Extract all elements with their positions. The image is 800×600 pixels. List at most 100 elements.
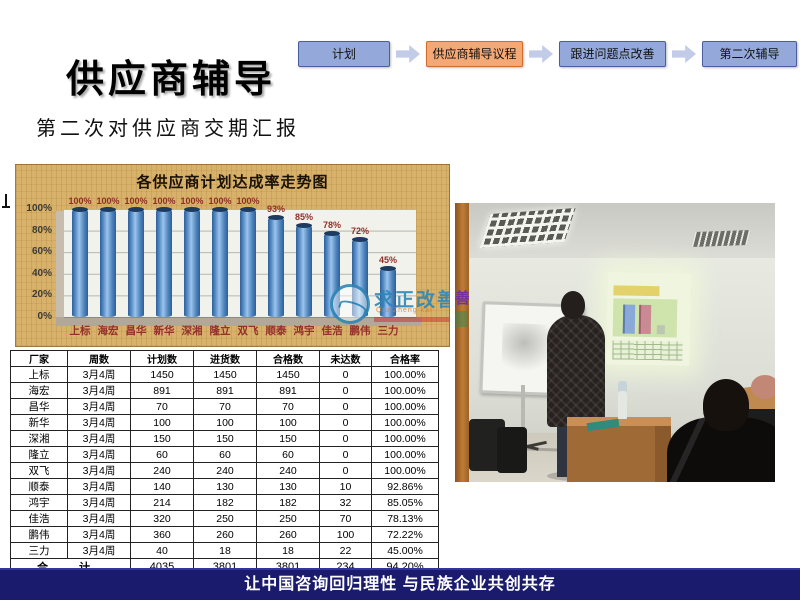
photo-presenter-head	[561, 291, 585, 319]
table-cell: 新华	[10, 414, 68, 431]
table-cell: 60	[130, 446, 194, 463]
table-cell: 3月4周	[67, 414, 131, 431]
photo-pillar-sign: 善	[455, 290, 469, 307]
bar-深湘	[184, 207, 200, 317]
table-row: 海宏 3月4周 891 891 891 0 100.00%	[10, 382, 439, 399]
bar-value-label: 100%	[236, 196, 260, 206]
bar-value-label: 85%	[294, 212, 313, 223]
table-row: 顺泰 3月4周 140 130 130 10 92.86%	[10, 478, 439, 495]
bar-value-label: 100%	[124, 196, 148, 206]
x-axis-label: 深湘	[181, 325, 203, 337]
table-cell: 45.00%	[371, 542, 439, 559]
y-axis-tick: 0%	[37, 311, 52, 322]
table-cell: 3月4周	[67, 382, 131, 399]
table-cell: 320	[130, 510, 194, 527]
table-cell: 100.00%	[371, 462, 439, 479]
footer-slogan: 让中国咨询回归理性 与民族企业共创共存	[244, 576, 556, 593]
flow-step-followup: 跟进问题点改善	[559, 41, 666, 67]
table-cell: 100	[130, 414, 194, 431]
table-row: 三力 3月4周 40 18 18 22 45.00%	[10, 542, 439, 559]
table-cell: 140	[130, 478, 194, 495]
table-cell: 0	[319, 446, 372, 463]
table-cell: 182	[256, 494, 320, 511]
bar-鸿宇	[296, 223, 312, 317]
table-cell: 3月4周	[67, 366, 131, 383]
table-cell: 0	[319, 366, 372, 383]
table-cell: 22	[319, 542, 372, 559]
table-cell: 3月4周	[67, 526, 131, 543]
table-cell: 3月4周	[67, 398, 131, 415]
table-cell: 3月4周	[67, 430, 131, 447]
page-subtitle: 第二次对供应商交期汇报	[36, 118, 300, 140]
arrow-right-icon	[396, 45, 420, 63]
table-cell: 360	[130, 526, 194, 543]
table-cell: 70	[193, 398, 257, 415]
table-cell: 佳浩	[10, 510, 68, 527]
photo-pillar-sign-small	[456, 311, 468, 327]
x-axis-label: 顺泰	[265, 325, 287, 337]
table-cell: 260	[256, 526, 320, 543]
table-header-cell: 进货数	[193, 350, 257, 367]
table-cell: 150	[193, 430, 257, 447]
table-cell: 3月4周	[67, 510, 131, 527]
y-axis-tick: 60%	[31, 246, 52, 258]
table-cell: 鹏伟	[10, 526, 68, 543]
table-cell: 92.86%	[371, 478, 439, 495]
table-cell: 100	[256, 414, 320, 431]
table-cell: 18	[193, 542, 257, 559]
watermark-text: 求正改善	[374, 290, 450, 311]
bar-海宏	[100, 207, 116, 317]
table-row: 鹏伟 3月4周 360 260 260 100 72.22%	[10, 526, 439, 543]
clipped-character-fragment	[2, 194, 11, 209]
table-cell: 100.00%	[371, 398, 439, 415]
table-cell: 78.13%	[371, 510, 439, 527]
bar-顺泰	[268, 214, 284, 317]
table-cell: 3月4周	[67, 542, 131, 559]
table-cell: 100.00%	[371, 430, 439, 447]
table-cell: 240	[193, 462, 257, 479]
page-title: 供应商辅导	[66, 59, 277, 101]
table-cell: 70	[256, 398, 320, 415]
photo-chair	[497, 427, 527, 473]
bar-value-label: 100%	[208, 196, 232, 206]
table-header-cell: 未达数	[319, 350, 372, 367]
table-cell: 60	[193, 446, 257, 463]
table-cell: 32	[319, 494, 372, 511]
table-cell: 250	[193, 510, 257, 527]
table-cell: 214	[130, 494, 194, 511]
table-cell: 182	[193, 494, 257, 511]
meeting-room-photo: 善	[455, 203, 775, 482]
table-cell: 顺泰	[10, 478, 68, 495]
photo-projection-screen	[606, 272, 691, 366]
table-row: 新华 3月4周 100 100 100 0 100.00%	[10, 414, 439, 431]
table-cell: 70	[130, 398, 194, 415]
bar-新华	[156, 207, 172, 317]
photo-ceiling-light	[691, 230, 751, 247]
table-cell: 1450	[193, 366, 257, 383]
photo-water-bottle	[618, 381, 627, 419]
table-header-cell: 厂家	[10, 350, 68, 367]
table-header-cell: 计划数	[130, 350, 194, 367]
table-cell: 100.00%	[371, 382, 439, 399]
table-cell: 150	[256, 430, 320, 447]
table-cell: 891	[130, 382, 194, 399]
table-cell: 昌华	[10, 398, 68, 415]
x-axis-label: 昌华	[125, 325, 147, 337]
table-cell: 130	[256, 478, 320, 495]
table-cell: 260	[193, 526, 257, 543]
y-axis-tick: 100%	[26, 203, 52, 214]
bar-三力	[380, 266, 396, 317]
x-axis-label: 三力	[377, 325, 399, 337]
delivery-data-table: 厂家 周数 计划数 进货数 合格数 未达数 合格率 上标 3月4周 1450 1450 1450 0 1…	[10, 350, 439, 576]
flow-step-plan: 计划	[298, 41, 390, 67]
table-cell: 3月4周	[67, 478, 131, 495]
table-cell: 1450	[130, 366, 194, 383]
table-cell: 100	[319, 526, 372, 543]
photo-ceiling-light	[479, 208, 576, 248]
y-axis-tick: 40%	[31, 267, 52, 279]
table-cell: 鸿宇	[10, 494, 68, 511]
bar-双飞	[240, 207, 256, 317]
arrow-right-icon	[672, 45, 696, 63]
table-row: 鸿宇 3月4周 214 182 182 32 85.05%	[10, 494, 439, 511]
